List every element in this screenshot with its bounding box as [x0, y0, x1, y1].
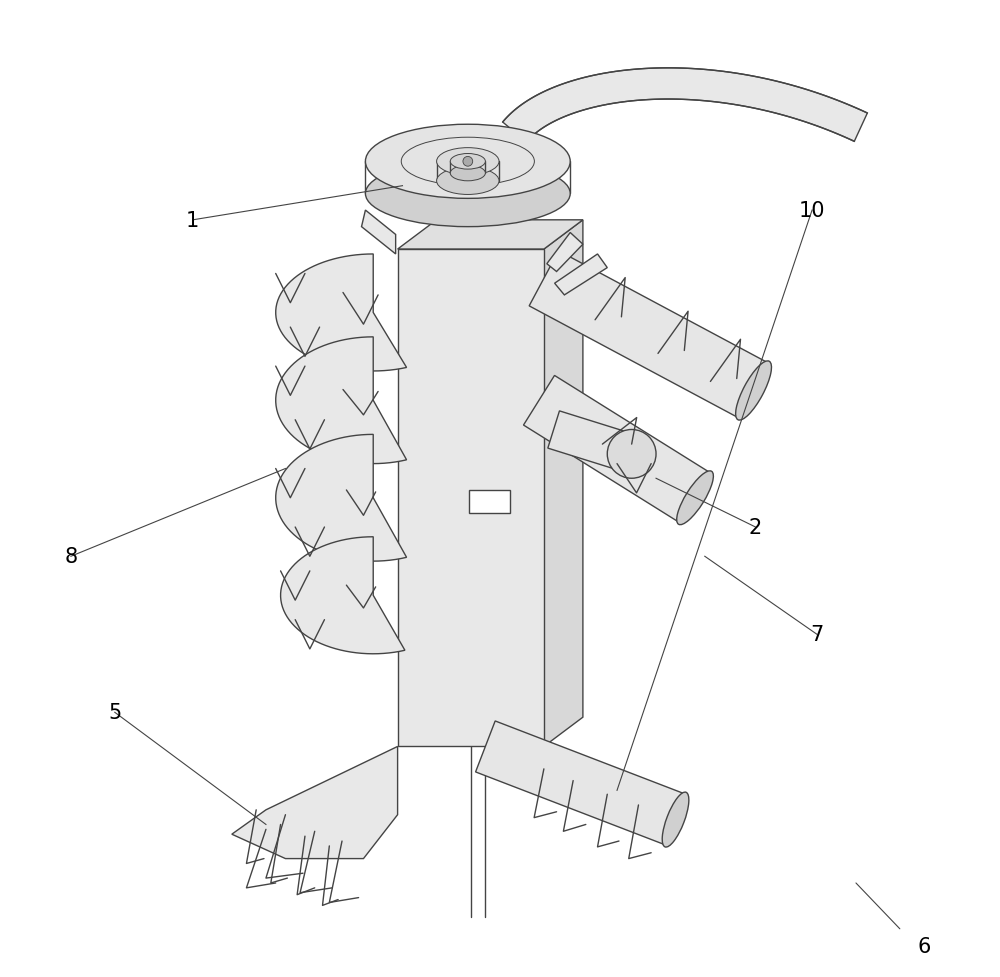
- Ellipse shape: [677, 471, 713, 526]
- Ellipse shape: [450, 166, 485, 182]
- Polygon shape: [529, 251, 768, 418]
- Polygon shape: [276, 337, 407, 464]
- Ellipse shape: [365, 125, 570, 199]
- Polygon shape: [276, 435, 407, 562]
- Polygon shape: [548, 411, 637, 473]
- Polygon shape: [398, 250, 544, 746]
- Text: 5: 5: [108, 702, 121, 723]
- Polygon shape: [544, 221, 583, 746]
- Text: 7: 7: [810, 624, 824, 645]
- Polygon shape: [232, 746, 398, 859]
- Polygon shape: [476, 721, 685, 845]
- Polygon shape: [503, 68, 867, 143]
- Ellipse shape: [437, 149, 499, 176]
- Polygon shape: [398, 221, 583, 250]
- Ellipse shape: [662, 792, 689, 847]
- Text: 1: 1: [186, 211, 199, 231]
- Ellipse shape: [437, 168, 499, 195]
- Text: 2: 2: [749, 518, 762, 537]
- Polygon shape: [555, 255, 607, 296]
- Polygon shape: [281, 537, 405, 655]
- Text: 10: 10: [799, 201, 825, 221]
- Bar: [469, 490, 510, 514]
- Text: 6: 6: [918, 936, 931, 956]
- Polygon shape: [547, 234, 583, 273]
- Circle shape: [463, 157, 473, 167]
- Ellipse shape: [736, 361, 771, 421]
- Polygon shape: [524, 376, 711, 523]
- Ellipse shape: [450, 154, 485, 170]
- Ellipse shape: [365, 161, 570, 228]
- Circle shape: [607, 430, 656, 479]
- Polygon shape: [362, 211, 396, 255]
- Text: 8: 8: [64, 547, 77, 567]
- Polygon shape: [276, 255, 407, 371]
